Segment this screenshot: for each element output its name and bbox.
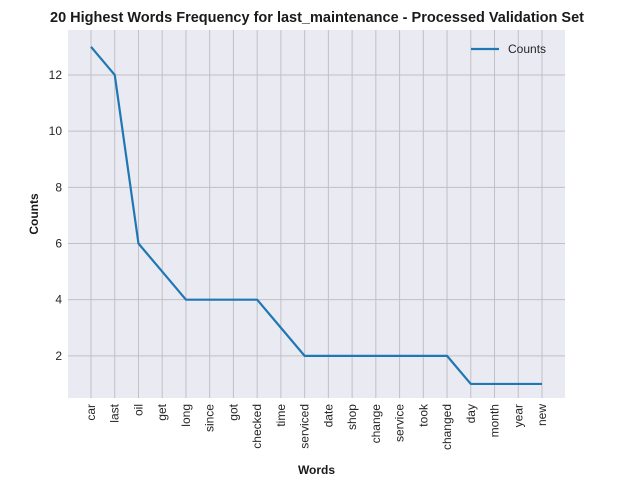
x-tick-label-get: get <box>155 403 169 420</box>
x-tick-label-serviced: serviced <box>298 404 312 449</box>
x-tick-label-year: year <box>511 404 525 427</box>
x-tick-labels: car last oil get long since got checked time serv… <box>84 403 549 450</box>
x-tick-label-changed: changed <box>440 404 454 450</box>
x-tick-label-long: long <box>179 404 193 427</box>
legend-label-counts: Counts <box>508 42 546 56</box>
y-tick-label: 8 <box>55 180 62 194</box>
x-tick-label-car: car <box>84 404 98 421</box>
x-tick-label-since: since <box>203 404 217 432</box>
x-gridlines <box>90 30 543 398</box>
series-group <box>90 46 542 386</box>
x-tick-label-service: service <box>393 404 407 442</box>
x-tick-label-new: new <box>535 404 549 426</box>
x-axis-label: Words <box>298 463 335 477</box>
plot-area <box>68 30 565 398</box>
y-tick-label: 4 <box>55 293 62 307</box>
y-tick-label: 2 <box>55 349 62 363</box>
x-tick-label-took: took <box>416 403 430 427</box>
legend: Counts <box>471 42 546 56</box>
x-tick-label-date: date <box>321 404 335 428</box>
x-tick-label-oil: oil <box>131 404 145 416</box>
y-tick-label: 12 <box>49 68 63 82</box>
y-tick-label: 10 <box>49 124 63 138</box>
y-axis-label: Counts <box>27 193 41 235</box>
x-tick-label-time: time <box>274 404 288 427</box>
y-tick-labels: 2 4 6 8 10 12 <box>49 68 63 363</box>
y-tick-label: 6 <box>55 236 62 250</box>
x-tick-label-change: change <box>369 404 383 444</box>
x-tick-label-checked: checked <box>250 404 264 449</box>
chart-title: 20 Highest Words Frequency for last_main… <box>50 10 584 26</box>
x-tick-label-got: got <box>226 403 240 420</box>
x-tick-label-day: day <box>464 404 478 423</box>
series-line-counts <box>90 46 542 386</box>
x-tick-label-month: month <box>488 404 502 437</box>
x-tick-label-last: last <box>108 403 122 422</box>
y-gridlines <box>68 74 565 357</box>
x-tick-label-shop: shop <box>345 404 359 430</box>
